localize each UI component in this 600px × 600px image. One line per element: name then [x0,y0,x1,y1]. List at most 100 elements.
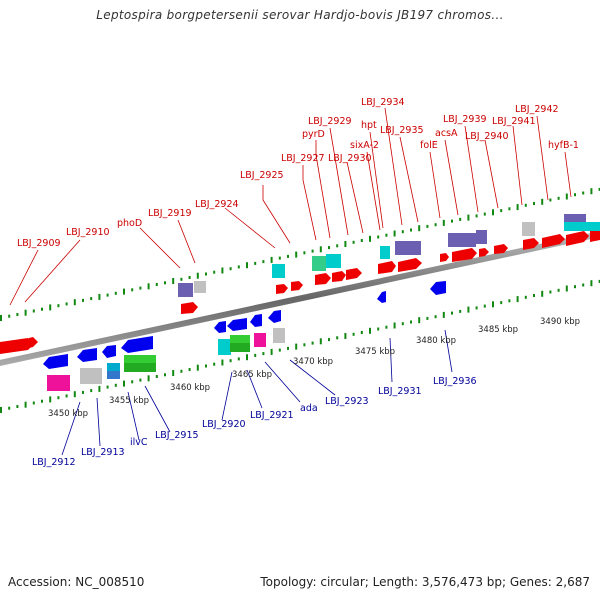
feature-box[interactable] [326,254,341,268]
gene-arrow[interactable] [346,268,362,280]
gene-arrow[interactable] [430,281,446,295]
tick-mark [508,299,511,303]
gene-arrow[interactable] [102,345,116,358]
feature-box[interactable] [218,339,231,355]
gene-arrow[interactable] [494,244,508,254]
gene-label[interactable]: LBJ_2909 [17,238,61,249]
gene-label[interactable]: LBJ_2920 [202,419,246,430]
tick-mark [246,354,248,361]
feature-box[interactable] [124,363,156,372]
feature-box[interactable] [564,222,600,231]
gene-arrow[interactable] [250,314,262,327]
gene-label[interactable]: LBJ_2924 [195,199,239,210]
gene-label[interactable]: hyfB-1 [548,140,579,151]
gene-arrow[interactable] [590,229,600,242]
gene-label[interactable]: LBJ_2940 [465,131,509,142]
gene-arrow[interactable] [77,348,97,362]
gene-label[interactable]: LBJ_2941 [492,116,536,127]
gene-arrow[interactable] [276,284,288,294]
gene-arrow[interactable] [29,337,38,348]
feature-box[interactable] [312,256,326,271]
tick-mark [147,283,150,290]
feature-box[interactable] [124,355,156,364]
gene-arrow[interactable] [291,281,303,291]
gene-label[interactable]: sixA-2 [350,140,379,151]
gene-label[interactable]: phoD [117,218,142,229]
gene-label[interactable]: LBJ_2927 [281,153,325,164]
feature-box[interactable] [230,335,250,344]
feature-box[interactable] [380,246,390,259]
gene-label[interactable]: LBJ_2942 [515,104,559,115]
gene-arrow[interactable] [227,318,247,331]
feature-box[interactable] [178,283,193,297]
gene-arrow[interactable] [268,310,281,323]
gene-arrow[interactable] [398,258,422,272]
tick-mark [360,331,363,334]
gene-label[interactable]: folE [420,140,438,151]
feature-box[interactable] [564,214,586,224]
gene-label[interactable]: LBJ_2930 [328,153,372,164]
tick-mark [582,191,585,195]
gene-label[interactable]: LBJ_2936 [433,376,477,387]
reverse-genes [43,281,446,369]
feature-box[interactable] [47,375,70,391]
kbp-label: 3475 kbp [355,347,395,357]
gene-arrow[interactable] [542,234,565,248]
feature-box[interactable] [476,230,487,244]
tick-mark [295,343,298,350]
gene-label[interactable]: LBJ_2935 [380,125,424,136]
feature-box[interactable] [273,328,285,343]
gene-label[interactable]: LBJ_2915 [155,430,199,441]
gene-label[interactable]: LBJ_2934 [361,97,405,108]
gene-label[interactable]: ilvC [130,437,148,448]
gene-arrow[interactable] [452,248,477,262]
gene-label[interactable]: LBJ_2919 [148,208,192,219]
gene-arrow[interactable] [479,248,489,257]
gene-label[interactable]: pyrD [302,129,325,140]
gene-label[interactable]: hpt [361,120,377,131]
gene-arrow[interactable] [121,336,153,353]
gene-arrow[interactable] [214,321,226,333]
gene-arrow[interactable] [566,231,589,246]
feature-box[interactable] [448,233,476,247]
gene-label[interactable]: LBJ_2910 [66,227,110,238]
gene-arrow[interactable] [332,271,346,282]
feature-box[interactable] [107,363,120,372]
tick-mark [295,251,298,258]
tick-mark [49,304,52,311]
tick-mark [221,359,224,366]
feature-box[interactable] [522,222,535,236]
tick-mark [139,378,142,382]
chromosome-backbone [0,231,600,366]
gene-label[interactable]: LBJ_2923 [325,396,369,407]
gene-arrow[interactable] [377,291,386,303]
gene-label[interactable]: LBJ_2939 [443,114,487,125]
tick-mark [41,399,43,403]
tick-mark [114,291,117,295]
feature-box[interactable] [194,281,206,293]
feature-box[interactable] [107,371,120,379]
gene-label[interactable]: LBJ_2912 [32,457,76,468]
feature-box[interactable] [80,368,102,384]
gene-arrow[interactable] [378,261,396,274]
gene-label[interactable]: ada [300,403,318,414]
feature-box[interactable] [230,343,250,352]
feature-box[interactable] [272,264,285,278]
gene-label[interactable]: LBJ_2929 [308,116,352,127]
gene-label[interactable]: LBJ_2921 [250,410,294,421]
gene-label[interactable]: LBJ_2931 [378,386,422,397]
feature-box[interactable] [254,333,266,347]
gene-label[interactable]: LBJ_2913 [81,447,125,458]
gene-arrow[interactable] [0,338,35,354]
gene-arrow[interactable] [523,238,539,250]
gene-arrow[interactable] [43,354,68,369]
gene-label[interactable]: LBJ_2925 [240,170,284,181]
gene-arrow[interactable] [440,253,449,262]
gene-arrow[interactable] [315,273,331,285]
feature-box[interactable] [395,241,421,255]
tick-mark [557,288,560,292]
gene-label[interactable]: acsA [435,128,458,139]
tick-mark [549,290,552,294]
gene-arrow[interactable] [181,302,198,314]
